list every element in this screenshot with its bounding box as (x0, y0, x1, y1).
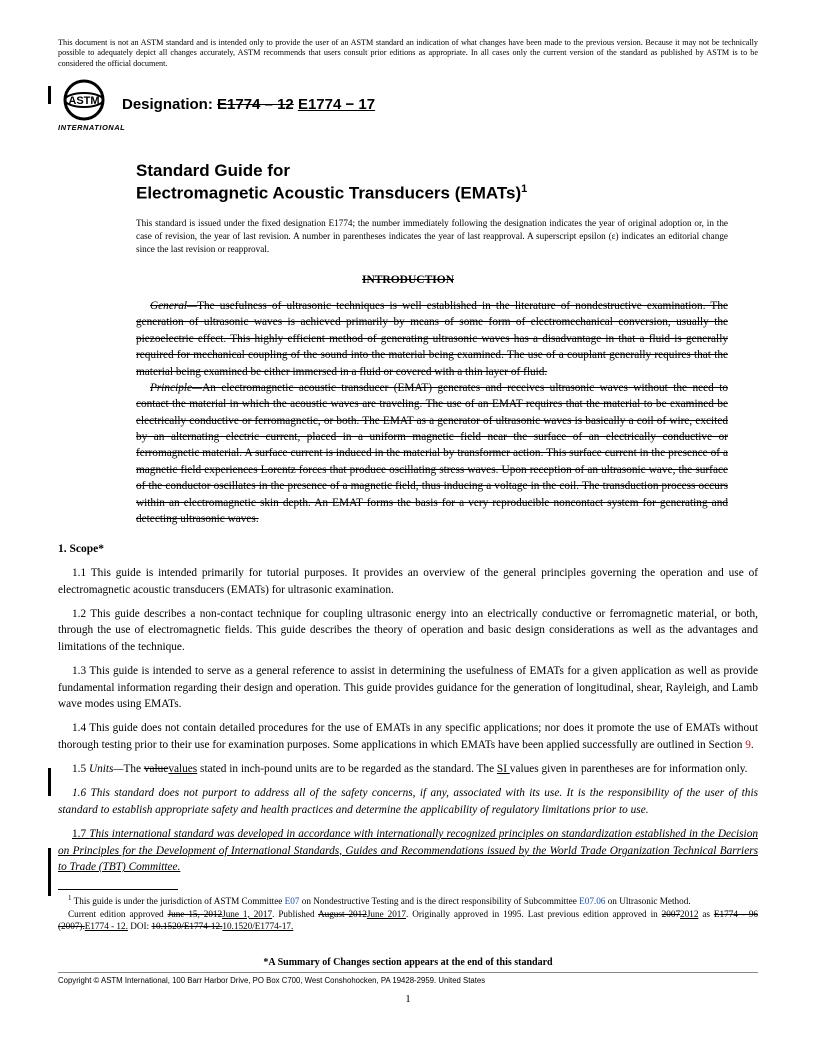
intro-general-text: The usefulness of ultrasonic techniques … (136, 300, 728, 378)
designation-label: Designation: (122, 96, 213, 113)
designation: Designation: E1774 – 12 E1774 − 17 (122, 96, 375, 113)
summary-note: *A Summary of Changes section appears at… (58, 957, 758, 968)
footnote-rule (58, 889, 178, 890)
change-bar (48, 848, 51, 896)
designation-new: E1774 − 17 (298, 96, 375, 113)
intro-body: General—The usefulness of ultrasonic tec… (136, 298, 728, 527)
para-1-2: 1.2 This guide describes a non-contact t… (58, 606, 758, 655)
logo-label: INTERNATIONAL (58, 123, 110, 132)
footnote-2: Current edition approved June 15, 2012Ju… (58, 908, 758, 933)
committee-link-e07[interactable]: E07 (285, 896, 300, 906)
scope-heading: 1. Scope* (58, 543, 758, 555)
intro-heading: INTRODUCTION (58, 274, 758, 286)
para-1-5: 1.5 Units—The valuevalues stated in inch… (58, 761, 758, 777)
intro-general-lead: General— (150, 300, 197, 312)
change-bar (48, 86, 51, 104)
para-1-1: 1.1 This guide is intended primarily for… (58, 565, 758, 598)
title-block: Standard Guide for Electromagnetic Acous… (136, 161, 758, 204)
change-bar (48, 768, 51, 796)
status-note: This standard is issued under the fixed … (136, 217, 728, 256)
astm-logo: ASTM INTERNATIONAL (58, 79, 110, 131)
header-row: ASTM INTERNATIONAL Designation: E1774 – … (58, 79, 758, 131)
intro-principle-text: An electromagnetic acoustic transducer (… (136, 382, 728, 525)
disclaimer-text: This document is not an ASTM standard an… (58, 38, 758, 69)
para-1-7: 1.7 This international standard was deve… (58, 826, 758, 875)
svg-text:ASTM: ASTM (68, 95, 99, 107)
title-line2: Electromagnetic Acoustic Transducers (EM… (136, 183, 758, 204)
page-number: 1 (58, 993, 758, 1005)
title-line1: Standard Guide for (136, 161, 758, 181)
intro-principle-lead: Principle— (150, 382, 202, 394)
designation-old: E1774 – 12 (217, 96, 294, 113)
footnote-1: 1 This guide is under the jurisdiction o… (58, 894, 758, 907)
para-1-6: 1.6 This standard does not purport to ad… (58, 785, 758, 818)
para-1-3: 1.3 This guide is intended to serve as a… (58, 663, 758, 712)
subcommittee-link-e0706[interactable]: E07.06 (579, 896, 605, 906)
para-1-4: 1.4 This guide does not contain detailed… (58, 720, 758, 753)
copyright: Copyright © ASTM International, 100 Barr… (58, 972, 758, 985)
